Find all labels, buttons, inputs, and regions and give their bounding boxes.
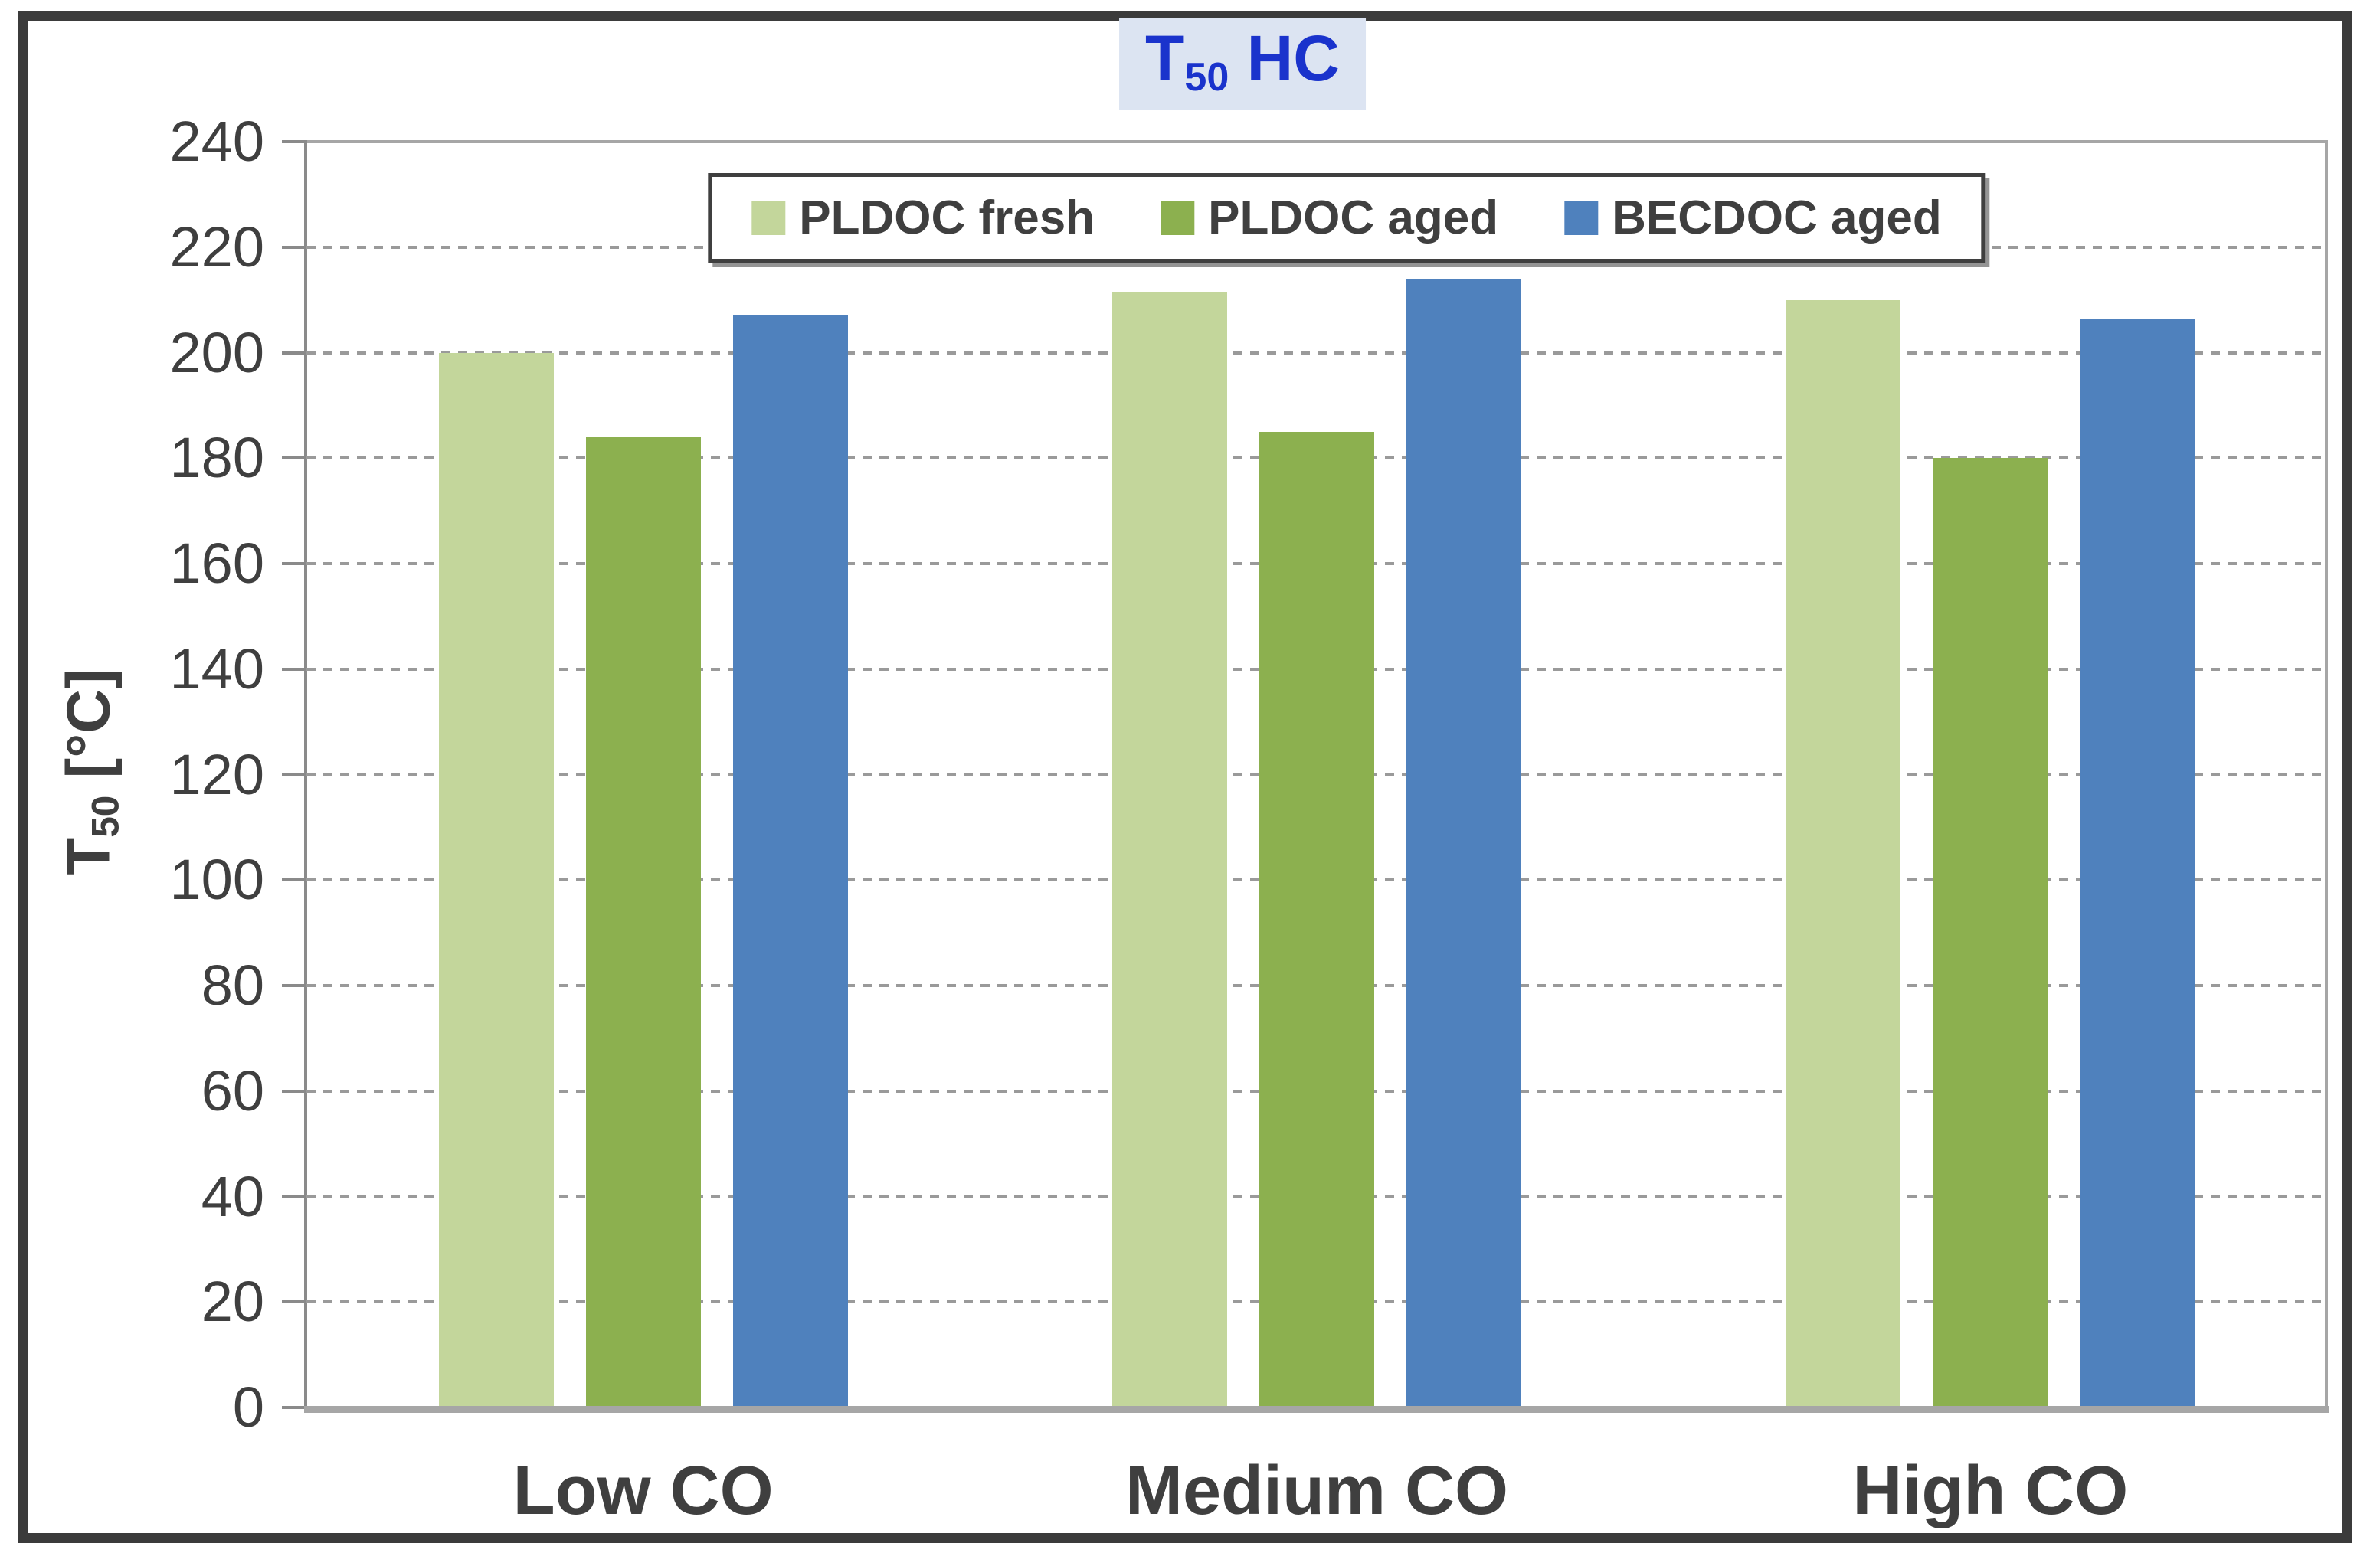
bar-pldoc-aged-high-co <box>1933 458 2048 1407</box>
y-tick-label-20: 20 <box>201 1270 264 1334</box>
chart-title-subscript: 50 <box>1184 55 1229 100</box>
y-tick-mark-160 <box>282 562 305 565</box>
y-tick-label-100: 100 <box>169 848 264 912</box>
y-tick-label-0: 0 <box>232 1375 264 1439</box>
legend-swatch-icon <box>1564 201 1599 235</box>
chart-title-base: T <box>1145 22 1185 94</box>
category-label-high-co: High CO <box>1852 1453 2129 1529</box>
y-tick-mark-200 <box>282 351 305 355</box>
chart-title-suffix: HC <box>1229 22 1340 94</box>
bar-pldoc-fresh-low-co <box>438 352 554 1407</box>
y-tick-label-120: 120 <box>169 742 264 806</box>
legend-label: BECDOC aged <box>1612 191 1942 244</box>
y-tick-mark-80 <box>282 984 305 987</box>
y-tick-label-240: 240 <box>169 110 264 173</box>
y-tick-mark-100 <box>282 878 305 882</box>
y-tick-mark-60 <box>282 1089 305 1093</box>
legend-swatch-icon <box>1161 201 1195 235</box>
legend-item-becdoc-aged: BECDOC aged <box>1564 191 1942 245</box>
y-tick-mark-240 <box>282 140 305 143</box>
y-tick-mark-180 <box>282 456 305 460</box>
legend-label: PLDOC fresh <box>799 191 1095 244</box>
plot-border-top <box>306 140 2327 143</box>
y-tick-mark-20 <box>282 1300 305 1304</box>
bar-pldoc-fresh-medium-co <box>1112 292 1227 1407</box>
y-tick-label-80: 80 <box>201 953 264 1017</box>
y-tick-label-200: 200 <box>169 320 264 384</box>
bar-pldoc-aged-low-co <box>585 436 701 1407</box>
x-axis-line <box>304 1406 2329 1413</box>
chart-title: T50 HC <box>1119 18 1366 111</box>
legend: PLDOC fresh PLDOC aged BECDOC aged <box>708 173 1986 263</box>
legend-swatch-icon <box>751 201 786 235</box>
y-tick-mark-40 <box>282 1195 305 1198</box>
y-tick-mark-220 <box>282 245 305 249</box>
bar-becdoc-aged-medium-co <box>1406 279 1521 1407</box>
category-label-medium-co: Medium CO <box>1125 1453 1509 1529</box>
y-tick-label-40: 40 <box>201 1164 264 1228</box>
y-tick-label-140: 140 <box>169 636 264 701</box>
y-tick-label-160: 160 <box>169 531 264 595</box>
gridline-200 <box>306 351 2327 355</box>
y-tick-label-220: 220 <box>169 214 264 279</box>
legend-item-pldoc-aged: PLDOC aged <box>1161 191 1498 245</box>
legend-label: PLDOC aged <box>1208 191 1499 244</box>
y-tick-label-60: 60 <box>201 1058 264 1123</box>
bar-pldoc-aged-medium-co <box>1259 431 1374 1407</box>
y-tick-mark-140 <box>282 667 305 671</box>
category-label-low-co: Low CO <box>512 1453 774 1529</box>
legend-item-pldoc-fresh: PLDOC fresh <box>751 191 1095 245</box>
y-axis-line <box>304 140 307 1412</box>
y-tick-label-180: 180 <box>169 426 264 490</box>
bar-becdoc-aged-low-co <box>732 315 848 1407</box>
bar-pldoc-fresh-high-co <box>1786 299 1901 1407</box>
y-tick-mark-120 <box>282 773 305 776</box>
bar-becdoc-aged-high-co <box>2080 318 2195 1407</box>
y-tick-mark-0 <box>282 1406 305 1409</box>
